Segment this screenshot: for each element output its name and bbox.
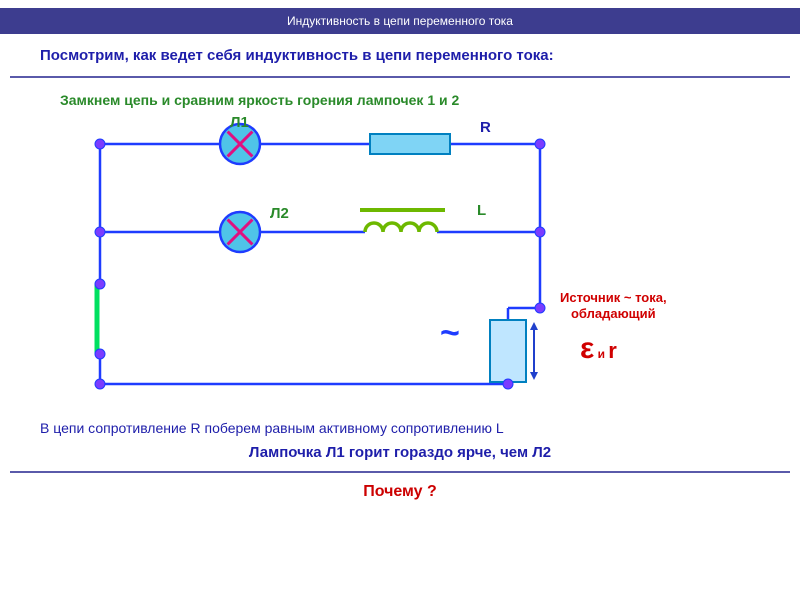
lamp2-label: Л2 <box>270 205 289 222</box>
source-line1: Источник ~ тока, <box>560 290 667 305</box>
epsilon: ε <box>580 332 594 365</box>
circuit-svg <box>60 114 700 414</box>
emf-and: и <box>594 347 608 361</box>
bottom-note: В цепи сопротивление R поберем равным ак… <box>0 414 800 440</box>
internal-r: r <box>608 338 617 363</box>
header-title: Индуктивность в цепи переменного тока <box>0 8 800 34</box>
intro-text: Посмотрим, как ведет себя индуктивность … <box>0 46 800 76</box>
ac-tilde: ~ <box>440 314 460 353</box>
inductor-label: L <box>477 202 486 219</box>
result-text: Лампочка Л1 горит гораздо ярче, чем Л2 <box>0 440 800 471</box>
source-line2: обладающий <box>571 306 656 321</box>
resistor-label: R <box>480 119 491 136</box>
source-emf: ε и r <box>580 332 617 366</box>
circuit-diagram: Л1 Л2 R L ~ Источник ~ тока, обладающий … <box>60 114 700 414</box>
source-label: Источник ~ тока, обладающий <box>560 290 667 324</box>
subtitle-text: Замкнем цепь и сравним яркость горения л… <box>0 78 800 114</box>
lamp1-label: Л1 <box>230 114 249 131</box>
why-text: Почему ? <box>0 473 800 511</box>
